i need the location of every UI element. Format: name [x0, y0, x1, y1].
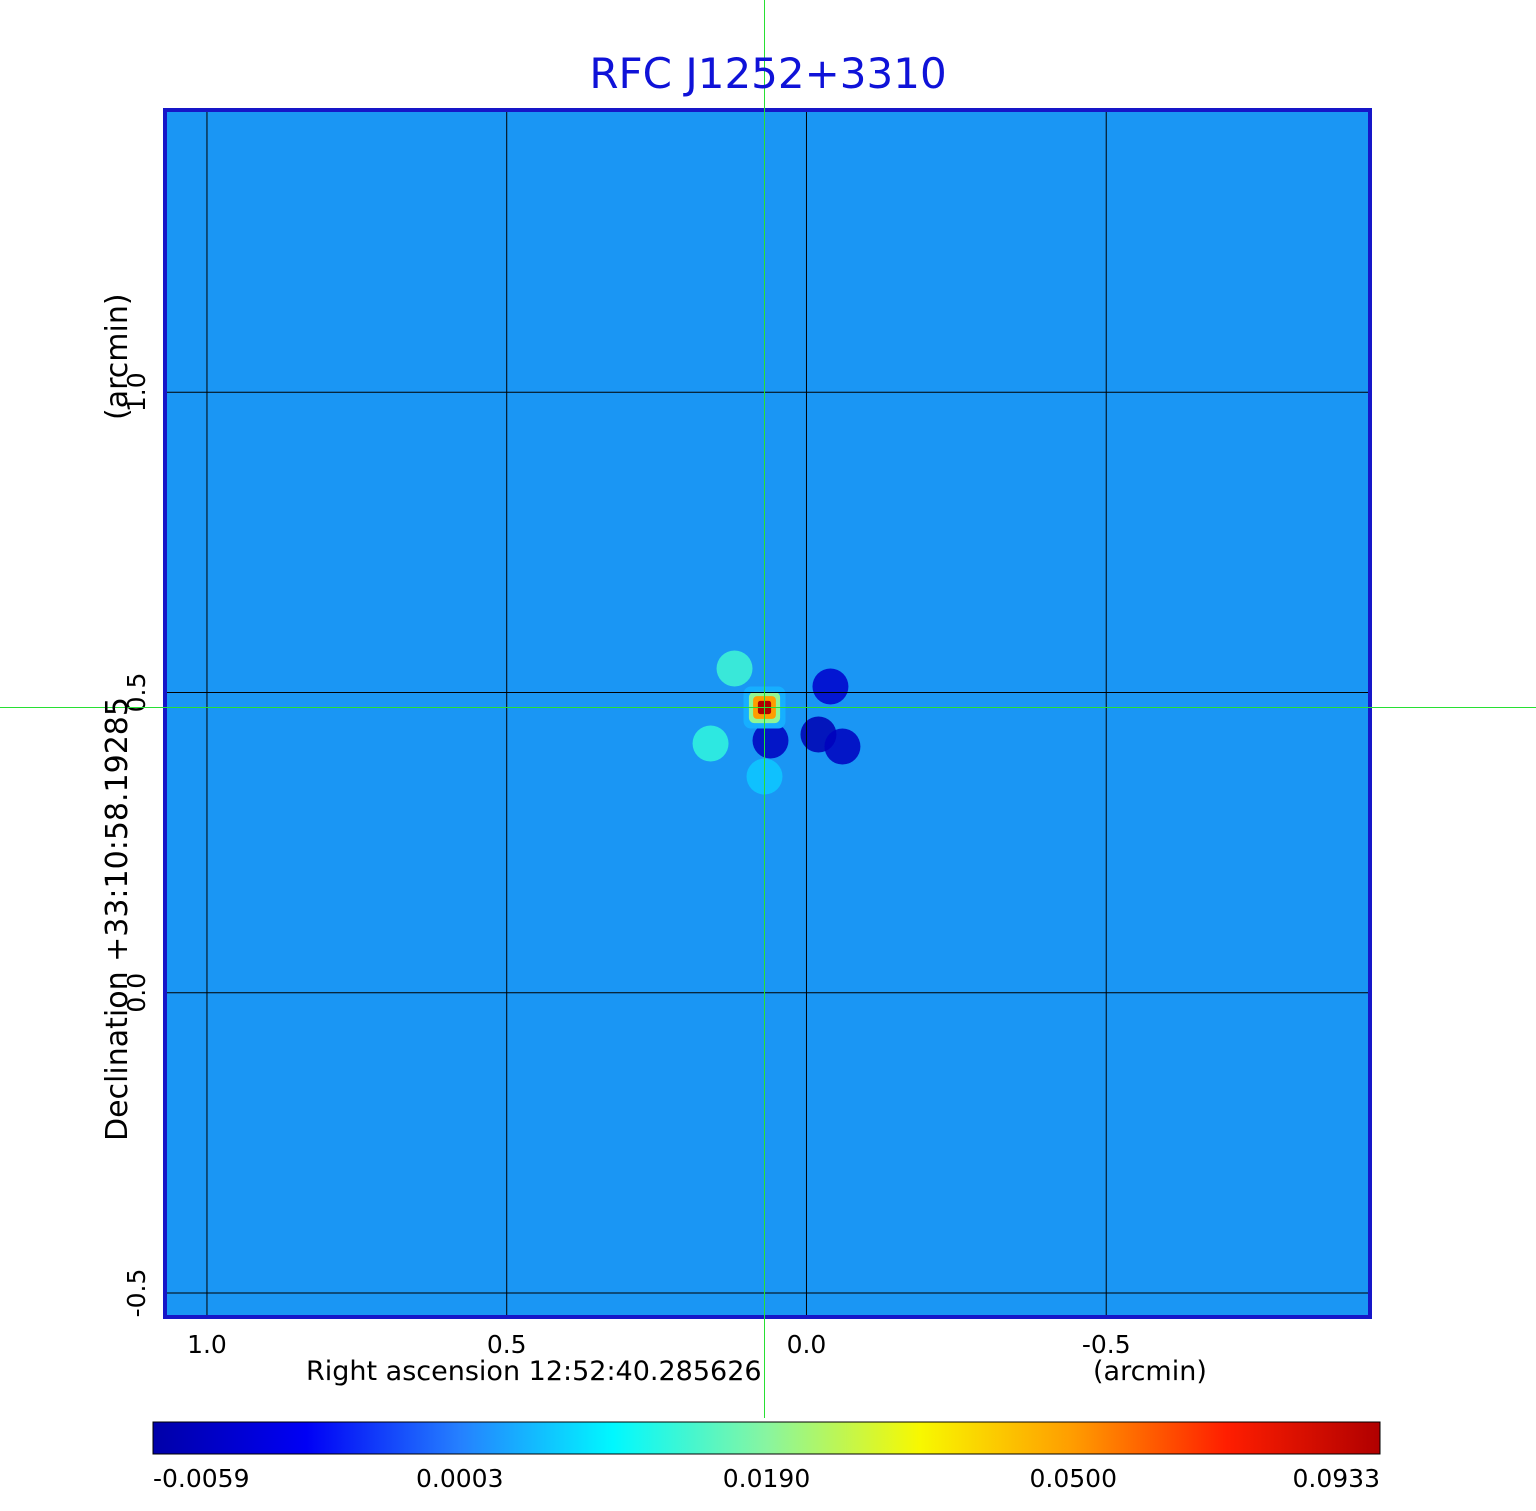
x-axis-label: Right ascension 12:52:40.285626: [306, 1356, 762, 1387]
y-axis-unit: (arcmin): [100, 293, 135, 420]
source-feature: [692, 725, 729, 762]
y-axis-label: Declination +33:10:58.19285: [100, 697, 135, 1141]
colorbar-tick-label: 0.0190: [723, 1464, 810, 1493]
plot-frame: [163, 108, 1372, 1319]
tick-labels: 1.0 0.5 0.0 -0.5 1.0 0.5 0.0 -0.5: [122, 372, 1131, 1359]
colorbar-tick-label: 0.0003: [416, 1464, 503, 1493]
colorbar: -0.0059 0.0003 0.0190 0.0500 0.0933: [152, 1421, 1381, 1493]
grid: [165, 110, 1370, 1317]
source-feature: [752, 722, 789, 759]
x-tick-label: 0.5: [487, 1330, 527, 1359]
x-tick-label: 0.0: [787, 1330, 827, 1359]
x-tick-label: -0.5: [1082, 1330, 1131, 1359]
y-tick-label: 1.0: [122, 372, 151, 412]
colorbar-tick-label: -0.0059: [153, 1464, 250, 1493]
source-feature: [812, 668, 849, 705]
source-feature: [716, 650, 753, 687]
x-axis-unit: (arcmin): [1093, 1356, 1207, 1387]
source-feature: [824, 728, 861, 765]
y-tick-label: 0.5: [122, 673, 151, 713]
colorbar-tick-label: 0.0933: [1293, 1464, 1380, 1493]
x-tick-label: 1.0: [187, 1330, 227, 1359]
plot-area: [165, 110, 1370, 1317]
y-tick-label: -0.5: [122, 1269, 151, 1318]
chart-title: RFC J1252+3310: [589, 49, 947, 98]
crosshair: [0, 0, 1536, 1418]
y-tick-label: 0.0: [122, 973, 151, 1013]
colorbar-tick-label: 0.0500: [1030, 1464, 1117, 1493]
colorbar-ramp: [152, 1421, 1381, 1455]
